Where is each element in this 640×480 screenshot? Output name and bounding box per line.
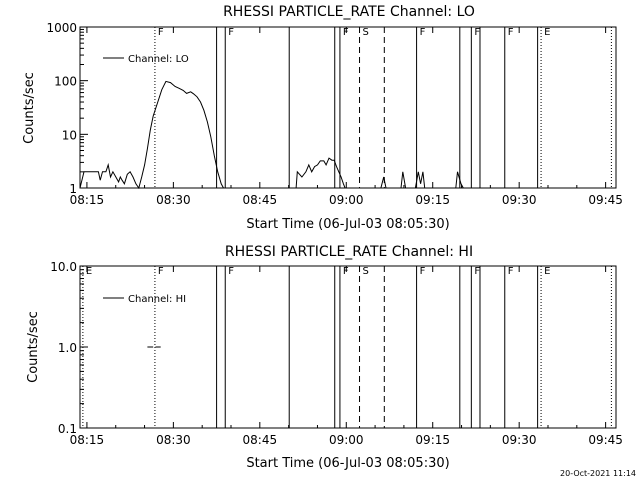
lo-legend-label: Channel: LO (128, 54, 189, 65)
lo-plot-frame (79, 26, 617, 189)
hi-chart-title: RHESSI PARTICLE_RATE Channel: HI (225, 244, 473, 260)
lo-series-line (455, 171, 464, 189)
hi-y-axis-label: Counts/sec (26, 311, 41, 383)
hi-legend-label: Channel: HI (128, 294, 186, 305)
lo-flag-label: F (343, 27, 349, 38)
lo-x-tick-label: 08:45 (243, 193, 278, 207)
hi-flag-label: E (544, 266, 550, 277)
lo-series-line (295, 157, 346, 189)
lo-x-tick-label: 08:30 (156, 193, 191, 207)
lo-y-tick-label: 10 (62, 128, 77, 142)
hi-flag-label: E (86, 266, 92, 277)
hi-legend: Channel: HI (103, 294, 186, 305)
hi-x-tick-label: 09:15 (415, 433, 450, 447)
lo-x-tick-label: 08:15 (70, 193, 105, 207)
lo-flag-label: S (363, 27, 369, 38)
lo-flag-label: F (508, 27, 514, 38)
lo-x-tick-label: 09:45 (588, 193, 623, 207)
hi-flag-label: F (474, 266, 480, 277)
hi-x-tick-label: 09:30 (502, 433, 537, 447)
lo-y-tick-label: 1 (69, 182, 77, 196)
lo-y-tick-label: 100 (54, 75, 77, 89)
lo-flag-label: F (474, 27, 480, 38)
lo-series-line (79, 80, 224, 190)
footer-timestamp: 20-Oct-2021 11:14 (560, 469, 636, 478)
hi-flag-label: F (158, 266, 164, 277)
hi-flag-label: F (343, 266, 349, 277)
hi-flag-label: F (508, 266, 514, 277)
lo-x-axis-label: Start Time (06-Jul-03 08:05:30) (246, 217, 449, 232)
hi-x-tick-label: 09:00 (329, 433, 364, 447)
hi-x-tick-label: 08:15 (70, 433, 105, 447)
hi-flag-label: F (228, 266, 234, 277)
lo-flag-label: F (158, 27, 164, 38)
hi-x-tick-label: 08:30 (156, 433, 191, 447)
lo-series-line (414, 171, 426, 189)
hi-y-tick-label: 1.0 (58, 341, 77, 355)
lo-flag-label: E (544, 27, 550, 38)
lo-legend: Channel: LO (103, 54, 189, 65)
lo-series-line (380, 176, 387, 189)
hi-y-tick-label: 0.1 (58, 422, 77, 436)
hi-x-tick-label: 09:45 (588, 433, 623, 447)
hi-flag-label: S (363, 266, 369, 277)
hi-flag-label: F (420, 266, 426, 277)
hi-x-tick-label: 08:45 (243, 433, 278, 447)
lo-y-axis-label: Counts/sec (22, 72, 37, 144)
lo-flag-label: F (228, 27, 234, 38)
lo-y-tick-label: 1000 (46, 21, 77, 35)
lo-x-tick-label: 09:00 (329, 193, 364, 207)
lo-x-tick-label: 09:15 (415, 193, 450, 207)
lo-channel-panel: RHESSI PARTICLE_RATE Channel: LO Start T… (22, 4, 623, 232)
lo-flag-label: F (420, 27, 426, 38)
hi-y-tick-label: 10.0 (50, 260, 77, 274)
lo-series-line (400, 171, 407, 189)
lo-x-tick-label: 09:30 (502, 193, 537, 207)
lo-chart-title: RHESSI PARTICLE_RATE Channel: LO (223, 4, 475, 20)
hi-x-axis-label: Start Time (06-Jul-03 08:05:30) (246, 456, 449, 471)
hi-channel-panel: RHESSI PARTICLE_RATE Channel: HI Start T… (26, 244, 623, 471)
